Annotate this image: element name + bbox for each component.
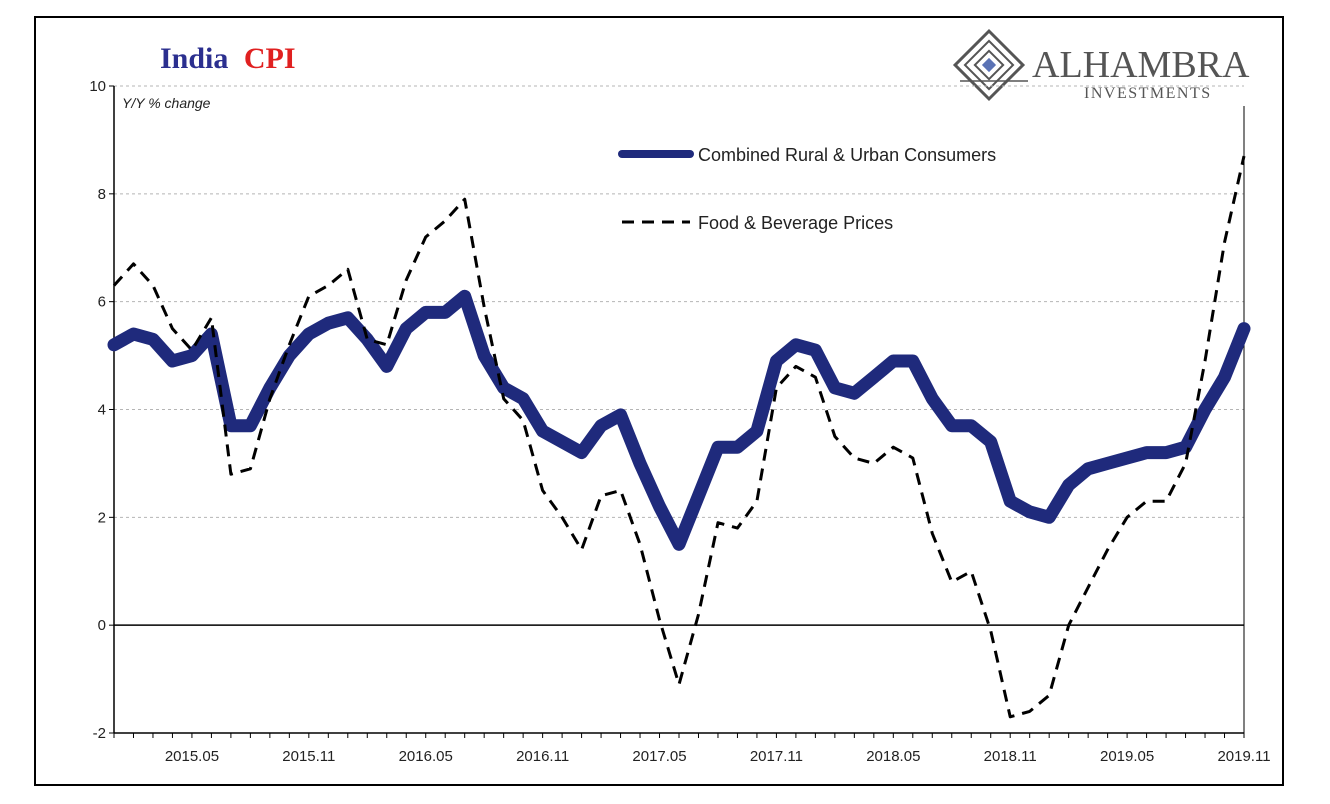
legend-label-food: Food & Beverage Prices bbox=[698, 213, 893, 233]
x-tick-label: 2019.11 bbox=[1217, 748, 1270, 765]
x-tick-label: 2017.11 bbox=[750, 748, 803, 765]
y-tick-label: 8 bbox=[98, 186, 106, 203]
logo-name: ALHAMBRA bbox=[1032, 44, 1250, 86]
y-tick-label: -2 bbox=[93, 725, 106, 742]
series-line-cpi bbox=[107, 289, 1251, 551]
y-tick-label: 6 bbox=[98, 294, 106, 311]
x-tick-label: 2017.05 bbox=[632, 748, 686, 765]
x-tick-label: 2018.11 bbox=[984, 748, 1037, 765]
legend-label-cpi: Combined Rural & Urban Consumers bbox=[698, 145, 996, 165]
alhambra-logo: ALHAMBRA INVESTMENTS bbox=[952, 28, 1250, 102]
y-tick-label: 10 bbox=[89, 78, 106, 95]
legend: Combined Rural & Urban Consumers Food & … bbox=[618, 145, 996, 233]
y-axis-label: Y/Y % change bbox=[122, 95, 211, 111]
chart-svg: India CPI ALHAMBRA INVESTMENTS Y/Y % cha… bbox=[89, 28, 1271, 765]
x-tick-label: 2018.05 bbox=[866, 748, 920, 765]
x-tick-label: 2016.05 bbox=[399, 748, 453, 765]
x-tick-label: 2019.05 bbox=[1100, 748, 1154, 765]
chart-title: India CPI bbox=[160, 42, 296, 75]
y-tick-label: 4 bbox=[98, 402, 106, 419]
y-tick-label: 0 bbox=[98, 617, 106, 634]
chart-frame: India CPI ALHAMBRA INVESTMENTS Y/Y % cha… bbox=[34, 16, 1284, 786]
title-india: India bbox=[160, 42, 228, 75]
x-tick-label: 2016.11 bbox=[516, 748, 569, 765]
y-tick-label: 2 bbox=[98, 509, 106, 526]
x-tick-label: 2015.05 bbox=[165, 748, 219, 765]
logo-subtitle: INVESTMENTS bbox=[1084, 85, 1212, 102]
alhambra-diamond-icon bbox=[952, 28, 1026, 102]
title-cpi: CPI bbox=[244, 42, 296, 75]
x-tick-label: 2015.11 bbox=[282, 748, 335, 765]
series-line-food bbox=[112, 155, 1246, 719]
